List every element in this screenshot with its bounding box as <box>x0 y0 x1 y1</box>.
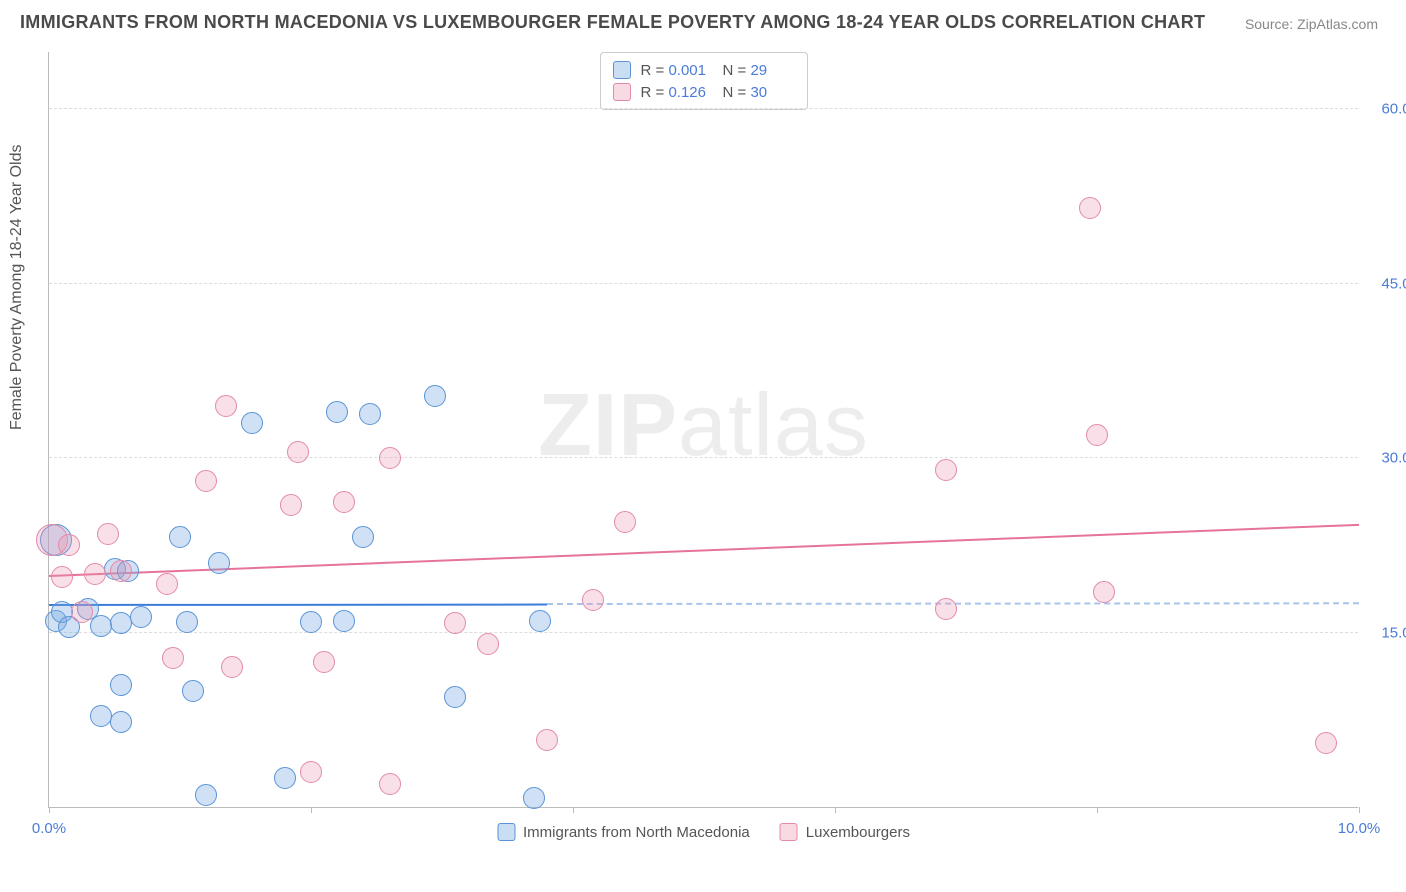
gridline-h <box>49 457 1358 458</box>
gridline-h <box>49 632 1358 633</box>
swatch-pink-icon <box>780 823 798 841</box>
stats-row-pink: R = 0.126 N = 30 <box>613 81 795 103</box>
watermark-light: atlas <box>678 374 869 473</box>
scatter-point-blue <box>241 412 263 434</box>
scatter-point-pink <box>1079 197 1101 219</box>
y-axis-label: Female Poverty Among 18-24 Year Olds <box>8 145 26 431</box>
x-tick <box>49 807 50 813</box>
plot-area: ZIPatlas R = 0.001 N = 29 R = 0.126 N = … <box>48 52 1358 808</box>
y-tick-label: 30.0% <box>1381 450 1406 467</box>
scatter-point-pink <box>935 598 957 620</box>
scatter-point-pink <box>195 470 217 492</box>
n-label: N = <box>723 62 747 79</box>
scatter-point-blue <box>529 610 551 632</box>
scatter-point-pink <box>71 601 93 623</box>
x-tick-label: 10.0% <box>1338 820 1381 837</box>
x-tick <box>311 807 312 813</box>
r-label: R = <box>641 84 665 101</box>
scatter-point-pink <box>333 491 355 513</box>
stats-legend: R = 0.001 N = 29 R = 0.126 N = 30 <box>600 52 808 110</box>
x-tick <box>835 807 836 813</box>
y-tick-label: 45.0% <box>1381 275 1406 292</box>
y-tick-label: 15.0% <box>1381 624 1406 641</box>
r-value-blue: 0.001 <box>668 62 706 79</box>
scatter-point-pink <box>162 647 184 669</box>
scatter-point-pink <box>313 651 335 673</box>
scatter-point-pink <box>156 573 178 595</box>
scatter-point-pink <box>935 459 957 481</box>
x-tick-label: 0.0% <box>32 820 66 837</box>
scatter-point-blue <box>169 526 191 548</box>
scatter-point-pink <box>300 761 322 783</box>
legend-label-pink: Luxembourgers <box>806 824 910 841</box>
scatter-point-blue <box>208 552 230 574</box>
source-prefix: Source: <box>1245 16 1297 32</box>
source-link[interactable]: ZipAtlas.com <box>1297 16 1378 32</box>
scatter-point-pink <box>536 729 558 751</box>
trendline <box>49 603 547 605</box>
scatter-point-pink <box>1093 581 1115 603</box>
n-label: N = <box>723 84 747 101</box>
scatter-point-pink <box>379 447 401 469</box>
scatter-point-pink <box>97 523 119 545</box>
scatter-point-pink <box>280 494 302 516</box>
scatter-point-pink <box>379 773 401 795</box>
scatter-point-blue <box>326 401 348 423</box>
scatter-point-blue <box>90 615 112 637</box>
watermark-bold: ZIP <box>538 374 678 473</box>
scatter-point-blue <box>176 611 198 633</box>
scatter-point-pink <box>84 563 106 585</box>
scatter-point-blue <box>444 686 466 708</box>
scatter-point-blue <box>359 403 381 425</box>
x-tick <box>573 807 574 813</box>
r-label: R = <box>641 62 665 79</box>
scatter-point-blue <box>195 784 217 806</box>
swatch-blue-icon <box>613 61 631 79</box>
legend-item-blue: Immigrants from North Macedonia <box>497 823 750 841</box>
scatter-point-pink <box>58 534 80 556</box>
scatter-point-blue <box>352 526 374 548</box>
scatter-point-blue <box>523 787 545 809</box>
n-value-blue: 29 <box>750 62 767 79</box>
swatch-blue-icon <box>497 823 515 841</box>
scatter-point-blue <box>300 611 322 633</box>
scatter-point-pink <box>1086 424 1108 446</box>
source-attribution: Source: ZipAtlas.com <box>1245 16 1378 32</box>
scatter-point-pink <box>1315 732 1337 754</box>
y-tick-label: 60.0% <box>1381 101 1406 118</box>
n-value-pink: 30 <box>750 84 767 101</box>
scatter-point-blue <box>110 711 132 733</box>
x-tick <box>1359 807 1360 813</box>
r-value-pink: 0.126 <box>668 84 706 101</box>
series-legend: Immigrants from North Macedonia Luxembou… <box>497 823 910 841</box>
scatter-point-blue <box>110 674 132 696</box>
scatter-point-pink <box>614 511 636 533</box>
chart-title: IMMIGRANTS FROM NORTH MACEDONIA VS LUXEM… <box>20 12 1205 33</box>
scatter-point-blue <box>424 385 446 407</box>
scatter-point-blue <box>90 705 112 727</box>
scatter-point-pink <box>215 395 237 417</box>
scatter-point-pink <box>51 566 73 588</box>
scatter-point-blue <box>130 606 152 628</box>
gridline-h <box>49 108 1358 109</box>
swatch-pink-icon <box>613 83 631 101</box>
watermark: ZIPatlas <box>538 373 869 475</box>
scatter-point-pink <box>221 656 243 678</box>
scatter-point-pink <box>444 612 466 634</box>
scatter-point-pink <box>477 633 499 655</box>
x-tick <box>1097 807 1098 813</box>
trendline <box>49 524 1359 577</box>
scatter-point-pink <box>582 589 604 611</box>
stats-row-blue: R = 0.001 N = 29 <box>613 59 795 81</box>
scatter-point-blue <box>333 610 355 632</box>
gridline-h <box>49 283 1358 284</box>
scatter-point-pink <box>287 441 309 463</box>
scatter-point-pink <box>110 560 132 582</box>
legend-item-pink: Luxembourgers <box>780 823 910 841</box>
scatter-point-blue <box>182 680 204 702</box>
legend-label-blue: Immigrants from North Macedonia <box>523 824 750 841</box>
scatter-point-blue <box>274 767 296 789</box>
